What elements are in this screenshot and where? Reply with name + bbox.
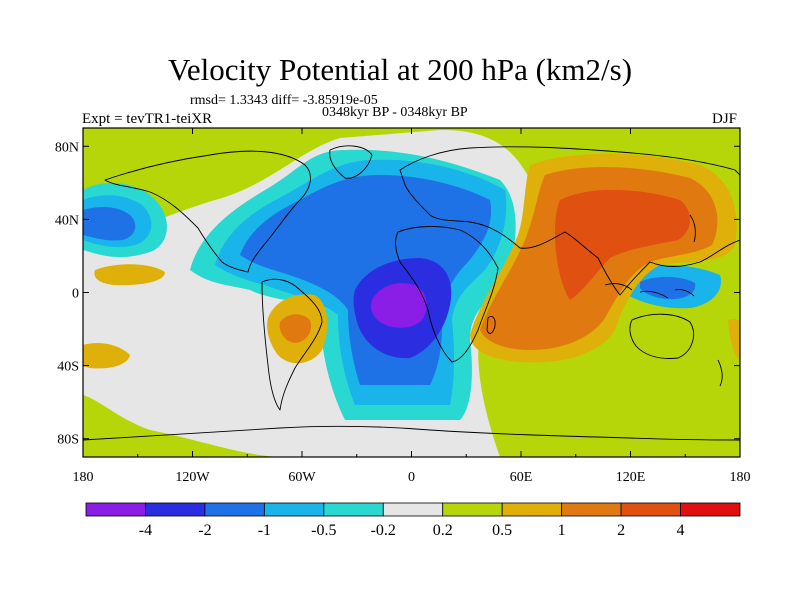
colorbar-box — [501, 502, 563, 517]
colorbar-label: -1 — [258, 522, 271, 539]
colorbar-box — [561, 502, 622, 517]
south-america-coast — [261, 278, 323, 411]
x-tick-label: 180 — [73, 470, 94, 485]
colorbar-label: 2 — [617, 522, 625, 539]
antarctica-coast — [83, 425, 740, 441]
colorbar-label: 0.2 — [433, 522, 453, 539]
y-tick-label: 40S — [57, 360, 79, 375]
x-tick-label: 0 — [408, 470, 415, 485]
eurasia-coast — [399, 146, 740, 296]
x-tick-label: 180 — [730, 470, 751, 485]
contour-fill-neg-pacific-blue — [640, 276, 696, 300]
contour-fill-pos-pacific — [94, 264, 165, 286]
australia-coast — [629, 313, 694, 359]
colorbar-box — [620, 502, 681, 517]
japan-coast — [689, 214, 696, 243]
stats-line: rmsd= 1.3343 diff= -3.85919e-05 — [190, 93, 378, 108]
contour-fill-pos-dateline-east — [728, 319, 740, 360]
y-tick-label: 0 — [72, 287, 79, 302]
map-title: Velocity Potential at 200 hPa (km2/s) — [167, 52, 633, 87]
colorbar-label: -0.2 — [371, 522, 396, 539]
colorbar-label: -0.5 — [311, 522, 336, 539]
greenland-coast — [329, 145, 373, 179]
contour-fill-pos-pacific-2 — [83, 343, 130, 369]
colorbar-box — [323, 502, 384, 517]
colorbar-box — [204, 502, 265, 517]
new-zealand-coast — [717, 359, 723, 387]
x-tick-label: 120W — [175, 470, 210, 485]
contour-fill-pos-dark-orange — [555, 189, 690, 300]
y-tick-label: 40N — [55, 213, 79, 228]
colorbar-label: 0.5 — [492, 522, 512, 539]
indonesia-coast — [604, 283, 695, 299]
y-axis: 80N 40N 0 40S 80S — [55, 140, 740, 448]
contour-field — [83, 128, 740, 457]
contour-fill-neutral-2 — [83, 284, 247, 396]
colorbar: -4 -2 -1 -0.5 -0.2 0.2 0.5 1 2 4 — [85, 502, 741, 539]
coastlines — [83, 145, 740, 441]
colorbar-box — [263, 502, 325, 517]
colorbar-label: 4 — [677, 522, 685, 539]
colorbar-box — [145, 502, 206, 517]
contour-fill-neg-blue-2 — [83, 207, 136, 241]
north-america-coast — [104, 150, 311, 273]
colorbar-box — [680, 502, 741, 517]
y-tick-label: 80N — [55, 140, 79, 155]
y-tick-label: 80S — [57, 433, 79, 448]
colorbar-box — [442, 502, 503, 517]
colorbar-label: -4 — [139, 522, 152, 539]
x-tick-label: 60W — [288, 470, 316, 485]
contour-fill-neg-violet — [370, 283, 427, 328]
colorbar-label: 1 — [558, 522, 566, 539]
colorbar-box — [382, 502, 444, 517]
africa-coast — [395, 226, 499, 363]
x-tick-label: 120E — [616, 470, 646, 485]
colorbar-box — [85, 502, 146, 517]
season-label: DJF — [712, 111, 738, 127]
madagascar-coast — [486, 315, 496, 334]
colorbar-label: -2 — [198, 522, 211, 539]
x-tick-label: 60E — [510, 470, 533, 485]
period-label: 0348kyr BP - 0348kyr BP — [322, 105, 468, 120]
experiment-label: Expt = tevTR1-teiXR — [82, 111, 213, 127]
contour-fill-pos-west-atl-inner — [279, 314, 312, 343]
x-axis: 180 120W 60W 0 60E 120E 180 — [73, 128, 751, 485]
